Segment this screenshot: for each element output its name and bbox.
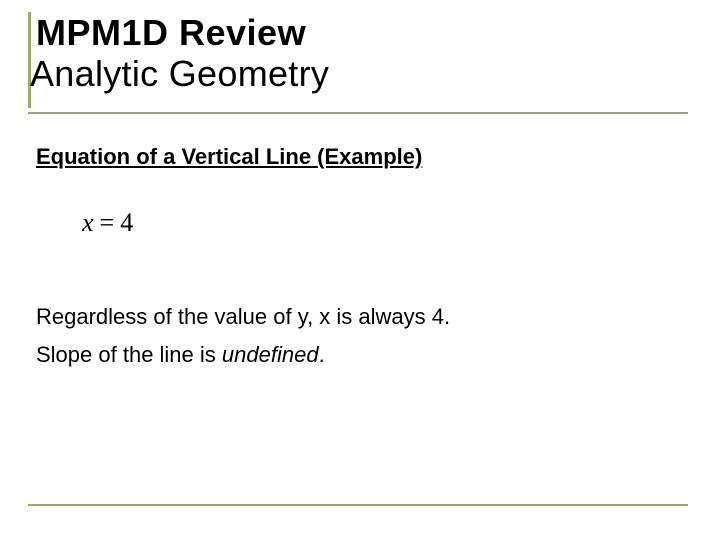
section-subtitle: Equation of a Vertical Line (Example) bbox=[36, 144, 422, 170]
body-line-2-emphasis: undefined bbox=[222, 342, 319, 367]
title-line-2: Analytic Geometry bbox=[30, 53, 329, 94]
equation: x=4 bbox=[82, 208, 133, 238]
body-line-1: Regardless of the value of y, x is alway… bbox=[36, 300, 450, 334]
body-line-2-suffix: . bbox=[319, 342, 325, 367]
equation-value: 4 bbox=[120, 208, 133, 237]
equation-variable: x bbox=[82, 208, 94, 237]
equation-operator: = bbox=[94, 208, 121, 237]
body-line-2: Slope of the line is undefined. bbox=[36, 338, 325, 372]
bottom-rule bbox=[28, 504, 688, 506]
body-line-2-prefix: Slope of the line is bbox=[36, 342, 222, 367]
title-block: MPM1D Review Analytic Geometry bbox=[30, 12, 329, 95]
title-underline bbox=[28, 112, 688, 114]
slide: MPM1D Review Analytic Geometry Equation … bbox=[0, 0, 720, 540]
title-line-1: MPM1D Review bbox=[30, 12, 329, 53]
